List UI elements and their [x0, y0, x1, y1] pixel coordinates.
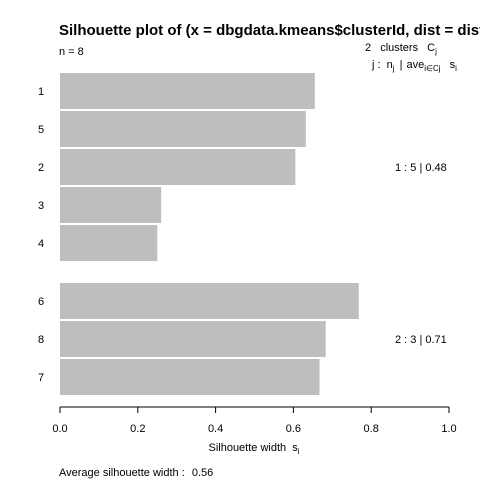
bar-6 — [60, 283, 359, 319]
row-label-5: 5 — [38, 124, 44, 136]
x-tick-label-1.0: 1.0 — [441, 423, 456, 435]
row-label-2: 2 — [38, 162, 44, 174]
ave-sub: i∈Cj — [424, 64, 441, 73]
x-axis-label: Silhouette width si — [208, 442, 299, 456]
bar-4 — [60, 225, 158, 261]
x-tick-label-0.0: 0.0 — [52, 423, 67, 435]
n-sub: j — [392, 64, 395, 73]
j-prefix: j : — [371, 59, 381, 71]
bar-8 — [60, 321, 326, 357]
sep-symbol: | — [400, 59, 403, 71]
x-tick-label-0.8: 0.8 — [364, 423, 379, 435]
c-symbol: C — [427, 42, 435, 54]
c-sub: j — [434, 47, 437, 56]
row-label-7: 7 — [38, 372, 44, 384]
ave-symbol: ave — [407, 59, 425, 71]
row-label-6: 6 — [38, 296, 44, 308]
clusters-header: 2 clusters Cj — [365, 42, 437, 56]
bar-3 — [60, 187, 162, 223]
clusters-count: 2 — [365, 42, 371, 54]
row-labels-group: 1 5 2 3 4 6 8 7 — [38, 86, 44, 384]
row-label-4: 4 — [38, 238, 44, 250]
s-sub: i — [455, 64, 457, 73]
x-tick-label-0.6: 0.6 — [286, 423, 301, 435]
column-header: j : nj | avei∈Cj si — [371, 59, 457, 74]
bar-1 — [60, 73, 315, 109]
n-symbol: n — [387, 59, 393, 71]
row-label-8: 8 — [38, 334, 44, 346]
bar-2 — [60, 149, 296, 185]
bar-5 — [60, 111, 306, 147]
row-label-3: 3 — [38, 200, 44, 212]
bars-group — [60, 73, 359, 395]
cluster-summaries-group: 1 : 5 | 0.48 2 : 3 | 0.71 — [395, 162, 447, 346]
x-tick-label-0.2: 0.2 — [130, 423, 145, 435]
x-tick-label-0.4: 0.4 — [208, 423, 223, 435]
average-silhouette: Average silhouette width : 0.56 — [59, 467, 213, 479]
s-symbol: s — [450, 59, 456, 71]
bar-7 — [60, 359, 320, 395]
clusters-word: clusters — [380, 42, 418, 54]
n-label: n = 8 — [59, 46, 84, 58]
chart-title: Silhouette plot of (x = dbgdata.kmeans$c… — [59, 22, 480, 39]
x-axis: 0.0 0.2 0.4 0.6 0.8 1.0 — [52, 406, 457, 435]
row-label-1: 1 — [38, 86, 44, 98]
average-value: 0.56 — [192, 467, 213, 479]
average-label: Average silhouette width : — [59, 467, 185, 479]
cluster-summary-1: 1 : 5 | 0.48 — [395, 162, 447, 174]
cluster-summary-2: 2 : 3 | 0.71 — [395, 334, 447, 346]
